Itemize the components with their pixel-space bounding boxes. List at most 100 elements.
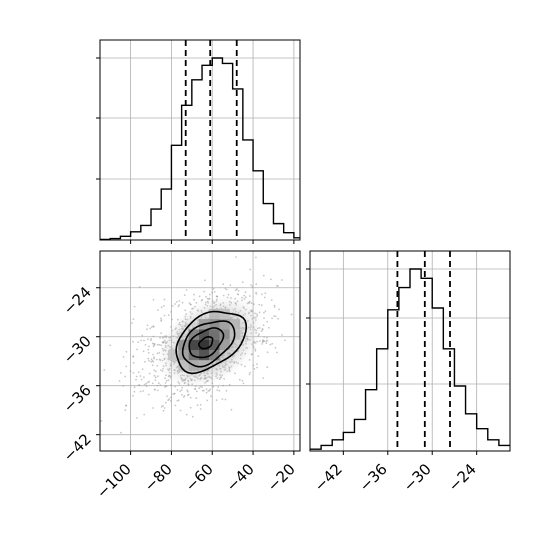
marginal-y-ticks xyxy=(306,268,478,455)
sample-point xyxy=(160,320,163,322)
sample-point xyxy=(180,393,183,396)
sample-point xyxy=(175,301,178,303)
sample-point xyxy=(261,341,264,343)
sample-point xyxy=(147,352,150,354)
sample-point xyxy=(186,390,189,393)
sample-point xyxy=(133,390,136,393)
sample-point xyxy=(164,401,167,404)
sample-point xyxy=(198,295,201,298)
sample-point xyxy=(141,368,144,371)
sample-point xyxy=(170,396,172,399)
sample-point xyxy=(142,390,145,392)
sample-point xyxy=(278,308,281,311)
sample-point xyxy=(162,409,165,412)
sample-point xyxy=(143,339,145,342)
sample-point xyxy=(153,357,155,360)
sample-point xyxy=(261,293,263,296)
sample-point xyxy=(277,317,279,320)
sample-point xyxy=(186,394,189,397)
sample-point xyxy=(255,256,257,259)
sample-point xyxy=(269,343,272,346)
sample-point xyxy=(178,300,181,302)
sample-point xyxy=(169,384,172,386)
sample-point xyxy=(180,389,183,391)
sample-point xyxy=(163,407,166,409)
sample-point xyxy=(136,348,138,351)
sample-point xyxy=(263,296,266,299)
sample-point xyxy=(174,303,177,305)
joint-frame xyxy=(99,250,301,452)
contour-level xyxy=(175,310,248,375)
sample-point xyxy=(166,395,168,398)
sample-point xyxy=(176,399,179,402)
sample-point xyxy=(154,370,157,373)
sample-point xyxy=(258,303,261,306)
sample-point xyxy=(100,420,103,422)
sample-point xyxy=(151,382,154,385)
sample-point xyxy=(284,339,286,342)
sample-point xyxy=(138,286,141,288)
sample-point xyxy=(203,389,205,392)
sample-point xyxy=(262,324,265,326)
density-cell xyxy=(209,350,220,361)
sample-point xyxy=(143,413,146,416)
sample-point xyxy=(209,388,212,391)
sample-point xyxy=(244,291,247,294)
sample-point xyxy=(181,301,184,304)
marginal-x-histogram xyxy=(100,57,300,241)
sample-point xyxy=(260,304,263,307)
sample-point xyxy=(273,304,276,307)
sample-point xyxy=(154,343,156,346)
sample-point xyxy=(281,334,283,336)
sample-point xyxy=(185,413,188,416)
sample-point xyxy=(249,371,252,374)
sample-point xyxy=(103,369,106,371)
sample-point xyxy=(149,339,152,342)
sample-point xyxy=(173,392,176,395)
sample-point xyxy=(257,355,260,357)
sample-point xyxy=(152,335,155,338)
sample-point xyxy=(183,294,186,296)
sample-point xyxy=(168,398,171,400)
sample-point xyxy=(176,389,179,391)
sample-point xyxy=(157,389,159,392)
density-cell xyxy=(219,308,230,320)
sample-point xyxy=(155,358,158,361)
sample-point xyxy=(266,336,268,339)
sample-point xyxy=(225,389,228,392)
sample-point xyxy=(144,344,147,346)
sample-point xyxy=(213,291,216,293)
sample-point xyxy=(164,382,167,384)
marginal-x-grid xyxy=(100,40,300,240)
sample-point xyxy=(209,293,211,296)
sample-point xyxy=(129,370,132,372)
sample-point xyxy=(143,383,146,386)
sample-point xyxy=(193,293,196,296)
sample-point xyxy=(109,344,112,347)
sample-point xyxy=(163,304,165,307)
sample-point xyxy=(205,388,208,390)
sample-point xyxy=(165,379,168,382)
sample-point xyxy=(183,395,186,397)
sample-point xyxy=(199,403,202,406)
sample-point xyxy=(160,332,163,334)
sample-point xyxy=(162,404,165,407)
sample-point xyxy=(234,289,237,291)
sample-point xyxy=(189,406,192,409)
sample-point xyxy=(276,284,278,287)
sample-point xyxy=(174,404,177,407)
sample-point xyxy=(146,324,149,327)
sample-point xyxy=(157,375,159,378)
sample-point xyxy=(140,378,143,381)
sample-point xyxy=(194,388,197,391)
density-cell xyxy=(209,339,220,350)
sample-point xyxy=(243,365,246,368)
sample-point xyxy=(133,305,136,308)
sample-point xyxy=(150,358,153,360)
sample-point xyxy=(217,386,220,388)
sample-point xyxy=(262,377,265,379)
density-cell xyxy=(198,329,210,340)
sample-point xyxy=(195,397,198,400)
sample-point xyxy=(256,363,258,365)
sample-point xyxy=(137,341,140,343)
